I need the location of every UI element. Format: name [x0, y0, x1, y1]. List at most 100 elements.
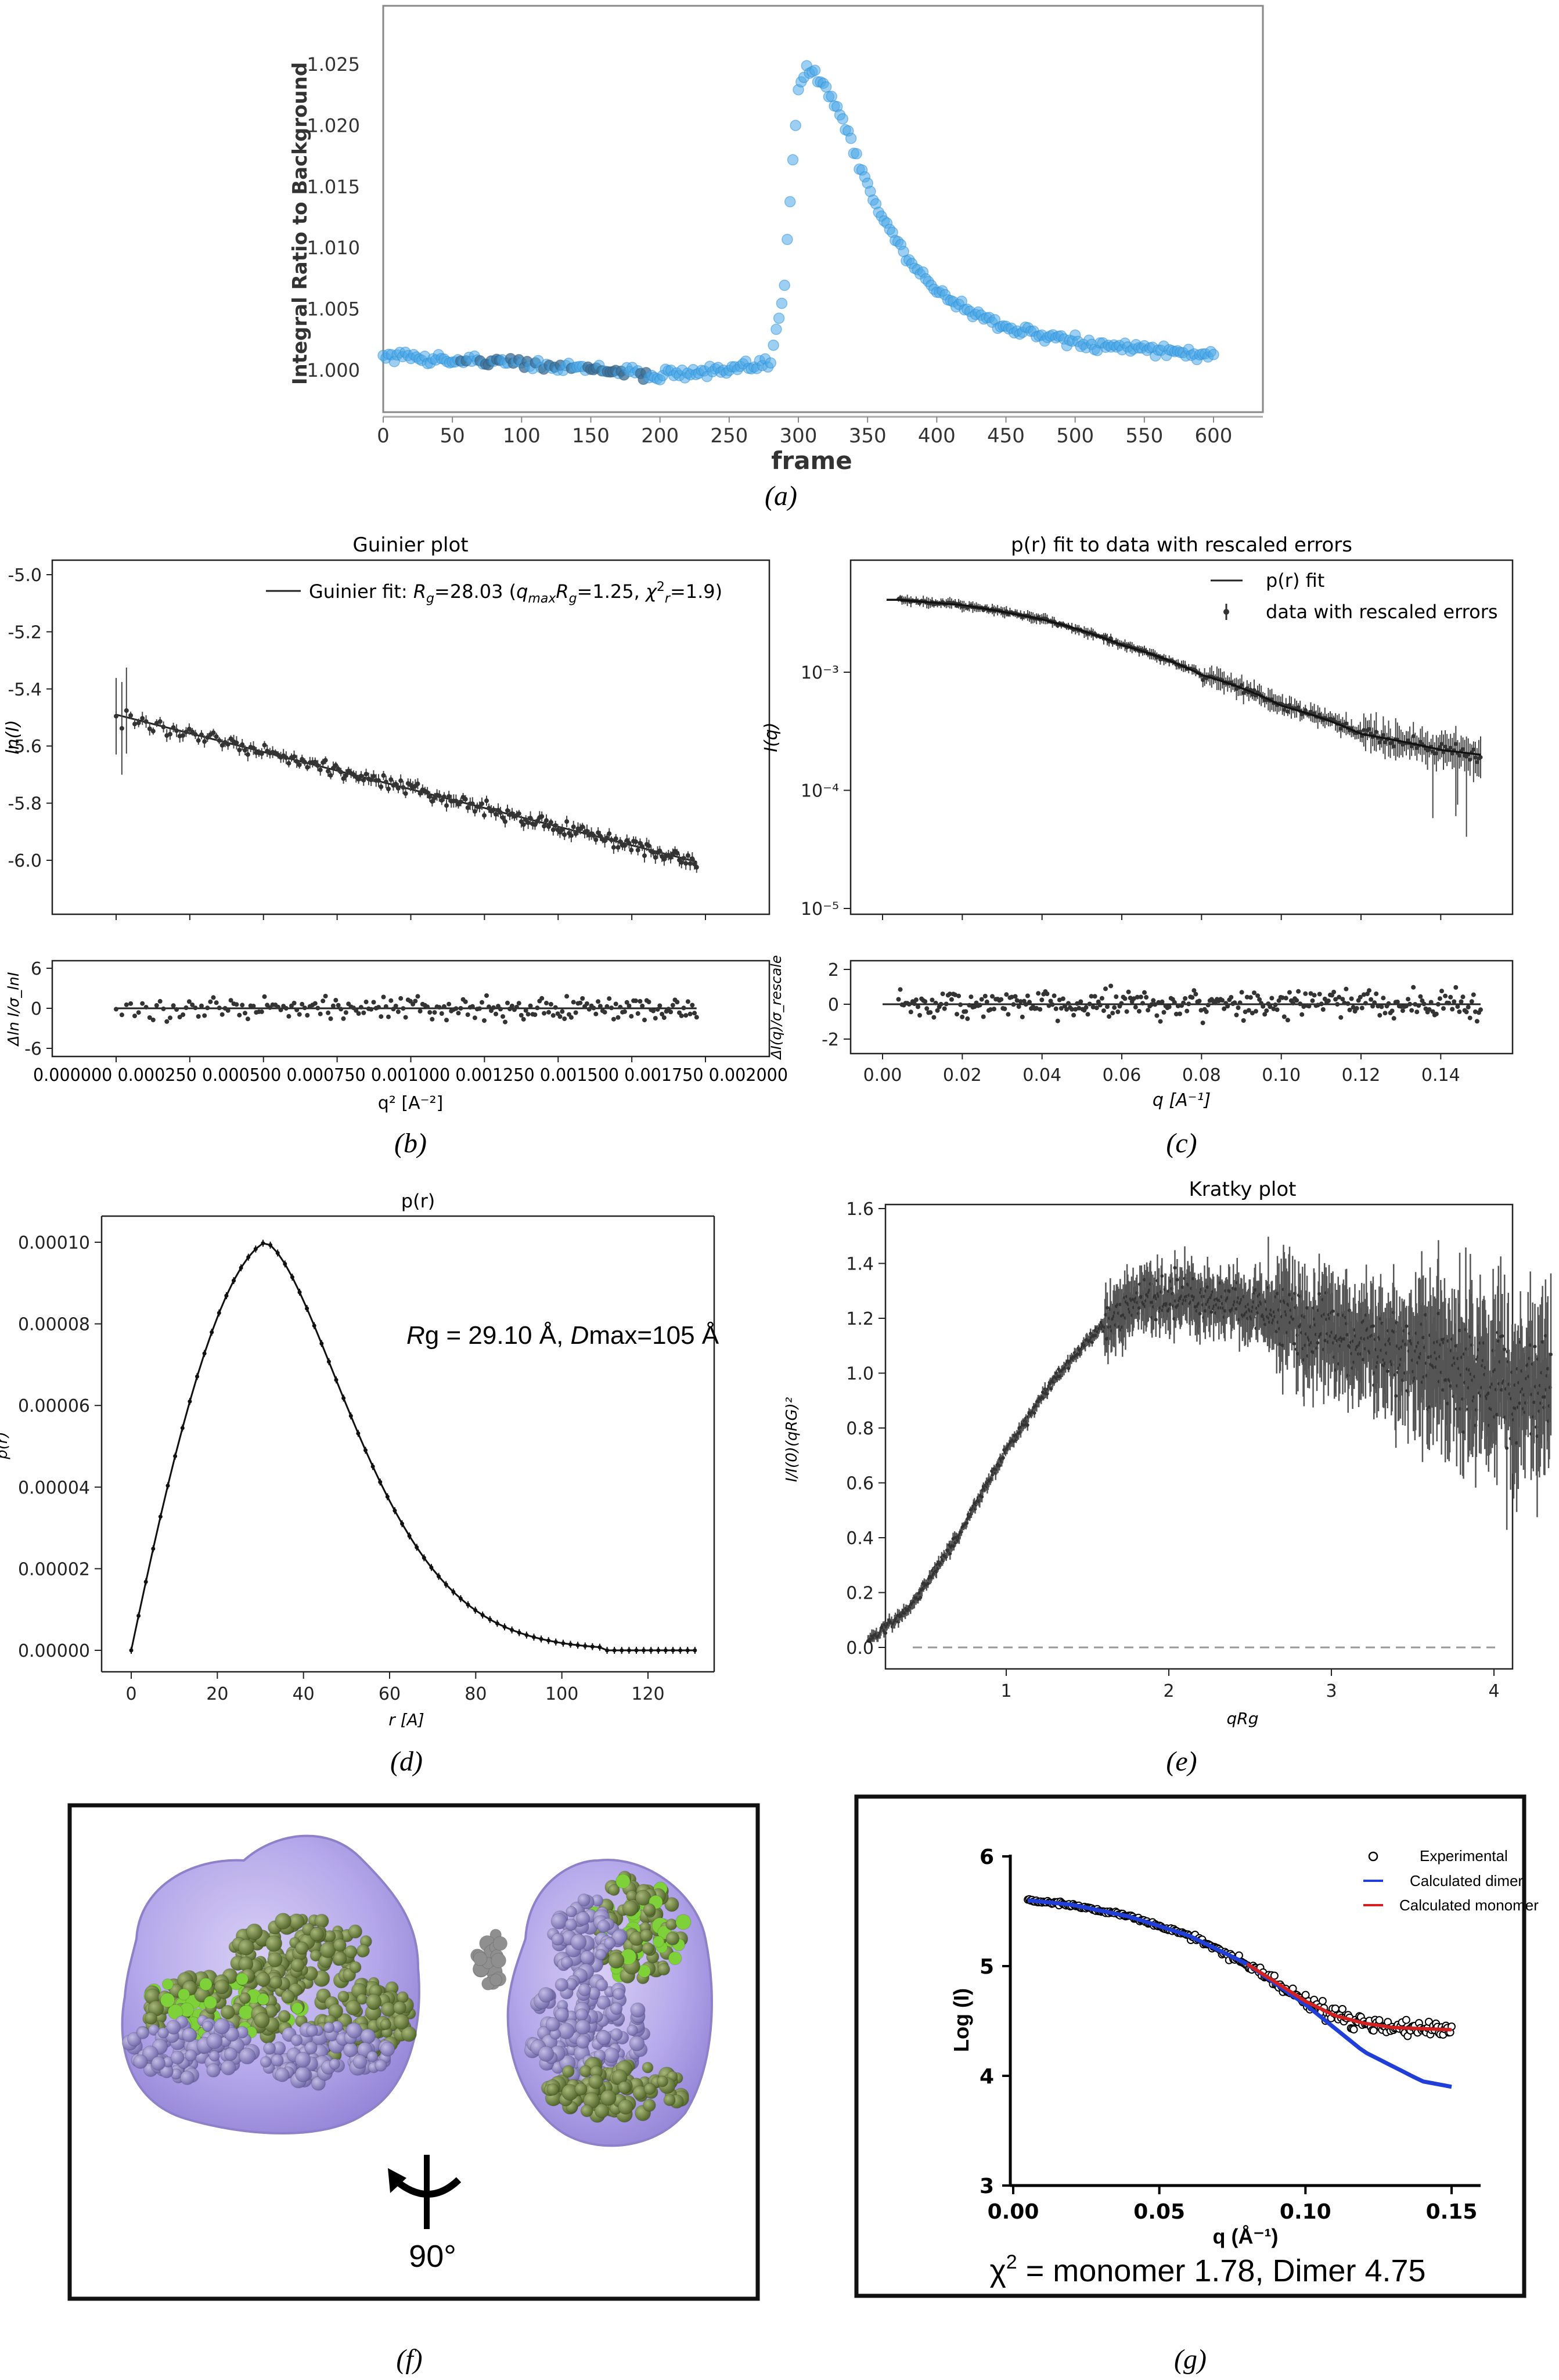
pr-resid-point [1119, 1001, 1124, 1006]
panel-c-pr-fit: p(r) fit to data with rescaled errors 10… [761, 533, 1514, 1159]
guinier-resid-point [143, 1005, 149, 1010]
guinier-point [168, 731, 172, 737]
x-tick-label: 0.10 [1262, 1065, 1301, 1086]
pr-point [232, 1278, 236, 1283]
pr-resid-point [896, 997, 901, 1002]
guinier-resid-point [181, 1012, 186, 1017]
pr-point [188, 1399, 192, 1404]
atom-sphere [323, 2022, 335, 2033]
guinier-resid-point [597, 1004, 603, 1009]
pr-resid-point [1358, 994, 1363, 1000]
resid-y-tick-label: 6 [31, 959, 42, 979]
pr-resid-point [1411, 985, 1416, 990]
atom-sphere [357, 1993, 368, 2005]
guinier-resid-point [186, 999, 192, 1004]
guinier-point [262, 742, 267, 748]
pr-point [334, 1377, 339, 1382]
guinier-point [376, 778, 381, 783]
y-tick-label: -5.2 [8, 622, 42, 643]
pr-point [671, 1648, 675, 1653]
pr-point [605, 1648, 609, 1653]
guinier-point [668, 855, 674, 860]
panel-d-caption: (d) [390, 1746, 423, 1777]
pr-data-point [1286, 709, 1290, 714]
atom-sphere [237, 1939, 254, 1956]
pr-resid-point [1381, 996, 1386, 1001]
pr-resid-point [1377, 1013, 1382, 1018]
guinier-resid-point [157, 998, 163, 1004]
guinier-point [539, 814, 545, 819]
atom-sphere [557, 2022, 575, 2040]
atom-sphere [214, 2018, 230, 2035]
atom-sphere [366, 2051, 379, 2062]
panel-d-title: p(r) [401, 1190, 435, 1212]
guinier-resid-point [670, 1003, 675, 1008]
guinier-point [174, 728, 179, 733]
x-tick-label: 0.04 [1022, 1065, 1061, 1086]
pr-point [524, 1633, 529, 1638]
pr-data-point [1478, 755, 1483, 759]
guinier-resid-point [480, 1000, 484, 1005]
pr-resid-point [1246, 1008, 1251, 1013]
pr-resid-point [1365, 991, 1370, 997]
guinier-resid-point [343, 1010, 348, 1015]
guinier-point [259, 751, 264, 756]
guinier-resid-point [171, 1003, 176, 1008]
guinier-resid-point [190, 1003, 195, 1007]
pr-resid-point [1464, 1009, 1469, 1015]
guinier-resid-point [318, 1011, 323, 1016]
atom-sphere [357, 1944, 370, 1957]
pr-fit-line [886, 598, 1481, 756]
guinier-point [562, 832, 567, 837]
guinier-point [371, 774, 376, 779]
guinier-point [305, 765, 310, 770]
guinier-resid-point [358, 1005, 363, 1010]
guinier-point [646, 843, 651, 848]
guinier-resid-point [484, 993, 489, 998]
atom-sphere [337, 1990, 350, 2003]
pr-resid-point [1097, 1003, 1103, 1008]
x-tick-label: 0 [377, 424, 390, 448]
guinier-point [638, 841, 643, 846]
pr-resid-point [955, 1012, 959, 1017]
pr-resid-point [1337, 994, 1342, 1000]
profile-point [790, 120, 801, 131]
guinier-resid-point [655, 1007, 660, 1012]
atom-sphere [290, 2034, 303, 2046]
pr-resid-point [1413, 1002, 1418, 1007]
guinier-resid-point [168, 1015, 172, 1020]
pr-resid-point [999, 997, 1004, 1002]
guinier-resid-point [535, 1005, 540, 1011]
atom-sphere [329, 2058, 340, 2070]
guinier-resid-point [164, 1019, 170, 1024]
guinier-resid-point [578, 1000, 583, 1005]
panel-b-legend-text: Guinier fit: Rg=28.03 (qmaxRg=1.25, χ2r=… [309, 580, 722, 606]
guinier-point [147, 726, 152, 731]
pr-resid-point [1151, 998, 1156, 1003]
y-tick-label: 0.00000 [18, 1641, 90, 1661]
pr-resid-point [1186, 1001, 1191, 1007]
guinier-point [546, 824, 551, 830]
atom-sphere [576, 2035, 590, 2049]
guinier-resid-point [584, 1001, 589, 1006]
guinier-resid-point [383, 1004, 388, 1009]
pr-resid-point [953, 992, 957, 997]
guinier-resid-point [560, 1009, 565, 1014]
atom-sphere [295, 2066, 311, 2082]
atom-sphere [555, 1978, 568, 1992]
atom-sphere [278, 2010, 291, 2023]
guinier-resid-point [403, 1015, 408, 1020]
atom-sphere [271, 2054, 284, 2067]
pr-resid-point [1326, 998, 1331, 1004]
panel-b-ylabel: ln(I) [3, 720, 23, 755]
pr-resid-point [1184, 1008, 1190, 1014]
y-tick-label: -5.0 [8, 565, 42, 586]
pr-point [612, 1648, 617, 1653]
kratky-point [980, 1495, 984, 1499]
pr-point [693, 1648, 697, 1653]
pr-resid-point [1244, 994, 1250, 1000]
kratky-point [1505, 1446, 1509, 1450]
pr-resid-point [1222, 1006, 1227, 1011]
pr-resid-point [1281, 1014, 1287, 1019]
y-tick-label: 0.6 [846, 1474, 874, 1494]
